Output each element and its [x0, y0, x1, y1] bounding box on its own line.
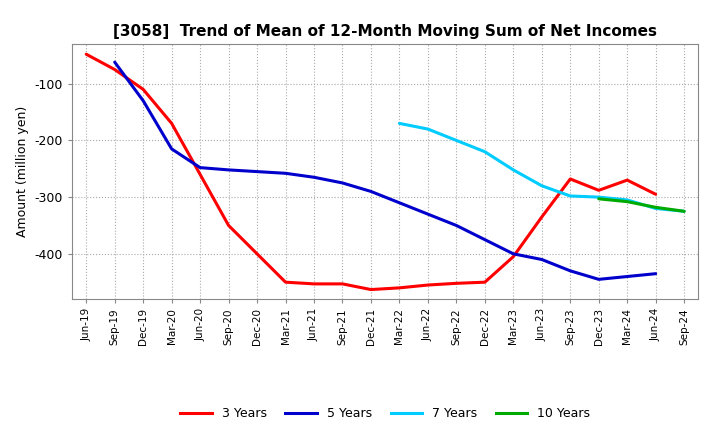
3 Years: [366, 287, 375, 292]
Y-axis label: Amount (million yen): Amount (million yen): [16, 106, 29, 237]
3 Years: [167, 121, 176, 126]
3 Years: [652, 192, 660, 197]
7 Years: [680, 209, 688, 214]
5 Years: [395, 200, 404, 205]
5 Years: [509, 251, 518, 257]
5 Years: [366, 189, 375, 194]
3 Years: [509, 254, 518, 259]
3 Years: [110, 67, 119, 72]
3 Years: [253, 251, 261, 257]
Line: 7 Years: 7 Years: [400, 123, 684, 211]
Line: 10 Years: 10 Years: [599, 199, 684, 211]
5 Years: [537, 257, 546, 262]
3 Years: [595, 188, 603, 193]
Line: 3 Years: 3 Years: [86, 54, 656, 290]
3 Years: [423, 282, 432, 288]
3 Years: [139, 87, 148, 92]
Title: [3058]  Trend of Mean of 12-Month Moving Sum of Net Incomes: [3058] Trend of Mean of 12-Month Moving …: [113, 24, 657, 39]
5 Years: [566, 268, 575, 274]
3 Years: [623, 177, 631, 183]
7 Years: [452, 138, 461, 143]
Legend: 3 Years, 5 Years, 7 Years, 10 Years: 3 Years, 5 Years, 7 Years, 10 Years: [176, 403, 595, 425]
5 Years: [253, 169, 261, 174]
5 Years: [338, 180, 347, 186]
7 Years: [595, 194, 603, 200]
3 Years: [225, 223, 233, 228]
7 Years: [509, 167, 518, 172]
7 Years: [652, 206, 660, 211]
5 Years: [310, 175, 318, 180]
5 Years: [652, 271, 660, 276]
3 Years: [338, 281, 347, 286]
3 Years: [282, 279, 290, 285]
10 Years: [680, 209, 688, 214]
3 Years: [82, 51, 91, 57]
3 Years: [537, 214, 546, 220]
10 Years: [595, 196, 603, 202]
3 Years: [310, 281, 318, 286]
5 Years: [196, 165, 204, 170]
7 Years: [537, 183, 546, 188]
7 Years: [395, 121, 404, 126]
5 Years: [423, 212, 432, 217]
5 Years: [225, 167, 233, 172]
7 Years: [480, 149, 489, 154]
5 Years: [452, 223, 461, 228]
3 Years: [566, 176, 575, 182]
Line: 5 Years: 5 Years: [114, 62, 656, 279]
5 Years: [167, 146, 176, 151]
5 Years: [595, 277, 603, 282]
10 Years: [623, 199, 631, 204]
5 Years: [110, 59, 119, 65]
7 Years: [566, 193, 575, 198]
5 Years: [139, 98, 148, 103]
5 Years: [480, 237, 489, 242]
3 Years: [395, 285, 404, 290]
10 Years: [652, 205, 660, 210]
7 Years: [423, 126, 432, 132]
5 Years: [282, 171, 290, 176]
3 Years: [480, 279, 489, 285]
3 Years: [196, 172, 204, 177]
5 Years: [623, 274, 631, 279]
3 Years: [452, 281, 461, 286]
7 Years: [623, 197, 631, 202]
